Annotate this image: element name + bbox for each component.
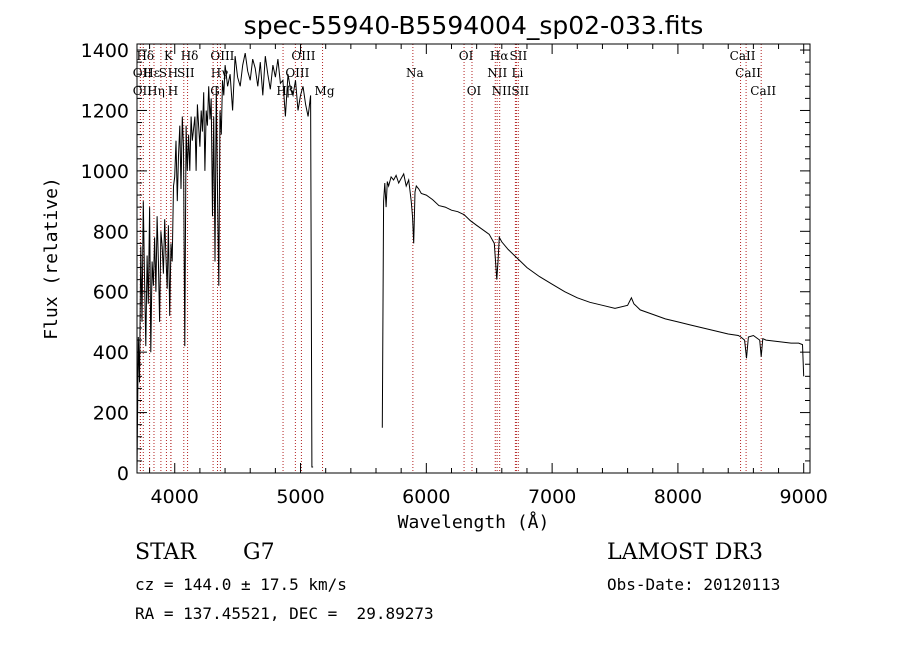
line-marker-label: OII <box>133 66 153 80</box>
y-tick-label: 800 <box>93 221 129 243</box>
line-marker-label: Hα <box>490 49 509 63</box>
x-axis-label: Wavelength (Å) <box>398 511 550 533</box>
line-marker-label: OI <box>467 84 482 98</box>
line-marker-label: Hβ <box>276 84 293 98</box>
object-class: STAR <box>135 540 196 565</box>
plot-frame <box>136 43 811 474</box>
x-tick-label: 9000 <box>780 486 828 508</box>
line-marker-label: OIII <box>285 66 309 80</box>
line-marker-label: Mg <box>315 84 335 98</box>
line-marker-label: CaII <box>730 49 756 63</box>
line-marker-label: OII <box>133 84 153 98</box>
y-axis-label: Flux (relative) <box>41 177 62 340</box>
line-marker-label: Hδ <box>136 49 154 63</box>
line-marker-label: SII <box>511 84 529 98</box>
line-marker-label: G <box>210 84 220 98</box>
line-marker-label: Na <box>406 66 424 80</box>
line-marker-label: NII <box>492 84 512 98</box>
x-tick-label: 6000 <box>402 486 450 508</box>
y-tick-label: 1400 <box>81 40 129 62</box>
x-axis-ticks: 4000 5000 6000 7000 8000 9000 <box>149 44 828 508</box>
x-tick-label: 7000 <box>528 486 576 508</box>
spectrum-line <box>136 52 314 474</box>
spectrum-line <box>381 172 805 428</box>
survey-name: LAMOST DR3 <box>607 540 763 565</box>
y-tick-label: 200 <box>93 403 129 425</box>
chart-title: spec-55940-B5594004_sp02-033.fits <box>244 11 704 40</box>
line-marker-label: CaII <box>750 84 776 98</box>
x-tick-label: 5000 <box>276 486 324 508</box>
y-axis-ticks: 0 200 400 600 800 1000 1200 1400 <box>81 40 810 485</box>
redshift-line: cz = 144.0 ± 17.5 km/s <box>135 575 347 594</box>
y-tick-label: 400 <box>93 342 129 364</box>
line-marker-label: H <box>168 84 178 98</box>
line-marker-label: NII <box>487 66 507 80</box>
y-tick-label: 1200 <box>81 100 129 122</box>
x-tick-label: 8000 <box>654 486 702 508</box>
spectrum-series <box>136 52 805 474</box>
line-marker-label: Li <box>511 66 523 80</box>
line-marker-label: Hη <box>147 84 165 98</box>
line-marker-label: Hδ <box>181 49 199 63</box>
y-tick-label: 600 <box>93 282 129 304</box>
line-marker-label: CaII <box>735 66 761 80</box>
y-tick-label: 0 <box>117 463 129 485</box>
line-marker-label: SII <box>177 66 195 80</box>
line-marker-label: S <box>159 66 167 80</box>
y-tick-label: 1000 <box>81 161 129 183</box>
line-marker-label: Hε <box>143 66 160 80</box>
line-marker-label: OIII <box>210 49 234 63</box>
subclass: G7 <box>243 540 275 565</box>
x-tick-label: 4000 <box>151 486 199 508</box>
line-marker-label: OIII <box>291 49 315 63</box>
line-marker-label: Hγ <box>211 66 229 80</box>
line-marker-label: OI <box>459 49 474 63</box>
coords-line: RA = 137.45521, DEC = 29.89273 <box>135 604 434 623</box>
obs-date: Obs-Date: 20120113 <box>607 575 781 594</box>
line-marker-label: K <box>164 49 174 63</box>
line-marker-label: H <box>168 66 178 80</box>
